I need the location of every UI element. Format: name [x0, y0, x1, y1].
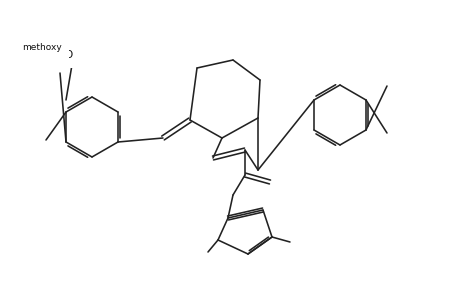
- Text: O: O: [65, 50, 73, 60]
- Text: methoxy: methoxy: [22, 44, 62, 52]
